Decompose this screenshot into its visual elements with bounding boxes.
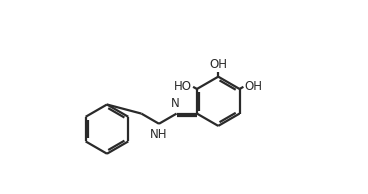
Text: NH: NH [150, 128, 168, 141]
Text: HO: HO [174, 80, 192, 93]
Text: OH: OH [209, 58, 227, 71]
Text: OH: OH [244, 80, 262, 93]
Text: N: N [171, 97, 180, 110]
